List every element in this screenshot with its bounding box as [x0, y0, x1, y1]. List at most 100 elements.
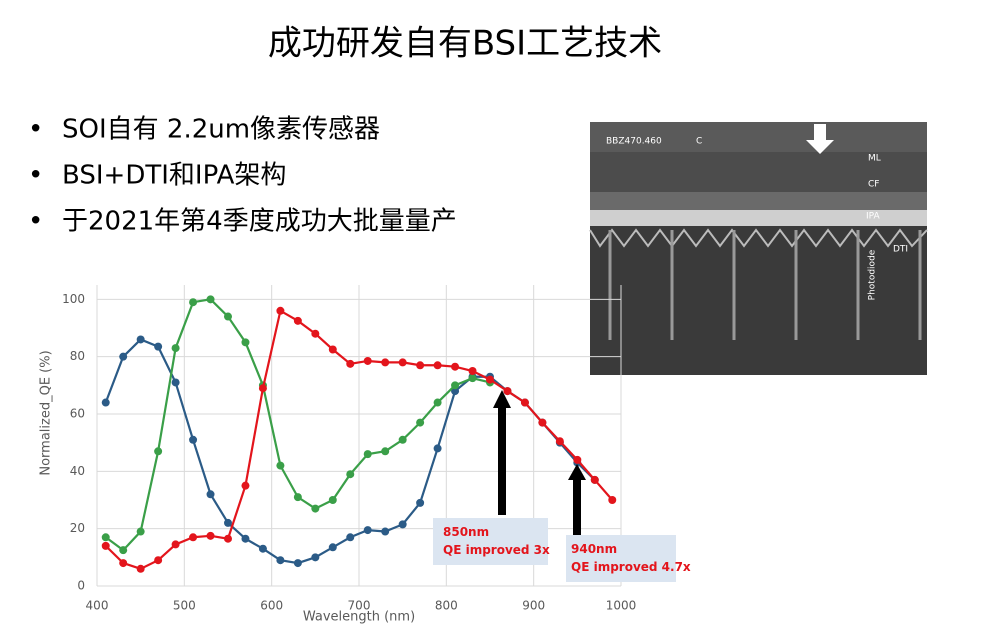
data-point: [538, 418, 547, 427]
image-label: IPA: [866, 212, 881, 222]
data-point: [416, 498, 425, 507]
data-point: [328, 496, 337, 504]
y-tick-label: 40: [70, 464, 85, 478]
y-tick-label: 0: [77, 579, 85, 593]
data-point: [433, 444, 442, 453]
y-tick-label: 20: [70, 521, 85, 535]
x-tick-label: 900: [522, 599, 545, 613]
bullet: 于2021年第4季度成功大批量量产: [62, 207, 457, 237]
data-point: [276, 556, 285, 565]
data-point: [276, 461, 285, 470]
arrow-shaft: [498, 405, 506, 515]
x-axis-label: Wavelength (nm): [303, 610, 415, 625]
data-point: [468, 367, 477, 375]
chart: 400 500 600 700 800 900 1000 0 20 40 60 80 100 Wavele…: [39, 285, 637, 625]
data-point: [189, 298, 198, 307]
data-point: [119, 559, 128, 568]
arrow-head: [568, 464, 586, 480]
data-point: [101, 533, 110, 542]
image-dti: [608, 230, 922, 340]
data-point: [189, 533, 198, 542]
image-label: Photodiode: [868, 249, 878, 300]
x-tick-label: 1000: [606, 599, 637, 613]
bullet: SOI自有 2.2um像素传感器: [62, 115, 380, 145]
x-tick-label: 800: [435, 599, 458, 613]
data-point: [381, 447, 390, 456]
data-point: [171, 378, 180, 387]
image-layer: [590, 210, 927, 226]
data-point: [590, 475, 599, 484]
data-point: [171, 540, 180, 549]
data-point: [154, 342, 163, 351]
data-point: [224, 534, 232, 543]
data-point: [154, 556, 163, 565]
data-point: [224, 518, 232, 527]
annotation-box: [566, 535, 676, 582]
data-point: [241, 338, 250, 347]
data-point: [363, 356, 372, 365]
data-point: [206, 490, 215, 499]
data-point: [119, 546, 128, 555]
data-point: [416, 418, 425, 427]
x-tick-label: 600: [260, 599, 283, 613]
data-point: [346, 533, 355, 542]
data-point: [136, 527, 145, 536]
data-point: [468, 374, 477, 383]
data-point: [363, 450, 372, 459]
data-point: [381, 358, 390, 367]
data-point: [258, 544, 267, 553]
data-point: [451, 381, 460, 390]
bullet-dot: •: [28, 207, 43, 237]
x-tick-label: 400: [86, 599, 109, 613]
series-line: [105, 298, 491, 552]
data-point: [276, 306, 285, 315]
data-point: [451, 362, 460, 371]
image-layer: [590, 122, 927, 152]
data-point: [433, 398, 442, 407]
image-label: C: [696, 137, 702, 147]
data-point: [346, 359, 355, 368]
data-point: [293, 493, 302, 502]
data-point: [416, 361, 425, 370]
arrows: [493, 390, 586, 536]
annotation-box: [433, 518, 548, 565]
data-point: [520, 398, 529, 407]
data-point: [363, 526, 372, 535]
bullet-dot: •: [28, 161, 43, 191]
image-label: CF: [868, 180, 879, 190]
data-point: [293, 559, 302, 568]
y-axis-label: Normalized_QE (%): [39, 350, 54, 475]
data-point: [328, 543, 337, 552]
data-point: [311, 553, 320, 562]
data-point: [433, 361, 442, 370]
data-point: [136, 564, 145, 573]
data-point: [328, 345, 337, 354]
arrow-head: [493, 390, 511, 408]
data-point: [608, 496, 617, 504]
data-point: [101, 541, 110, 550]
x-tick-label: 700: [348, 599, 371, 613]
arrow-shaft: [573, 478, 581, 536]
image-label: ML: [868, 154, 881, 164]
data-point: [346, 470, 355, 479]
data-point: [136, 335, 145, 344]
slide-title: 成功研发自有BSI工艺技术: [268, 24, 662, 64]
data-point: [398, 435, 407, 444]
data-point: [154, 447, 163, 456]
data-point: [503, 387, 512, 396]
bullet: BSI+DTI和IPA架构: [62, 161, 286, 191]
data-point: [119, 352, 128, 361]
data-point: [293, 316, 302, 325]
y-tick-label: 60: [70, 407, 85, 421]
y-tick-label: 80: [70, 349, 85, 363]
image-arrow: [806, 124, 834, 154]
data-point: [486, 375, 494, 384]
data-point: [241, 481, 250, 490]
data-point: [398, 358, 407, 367]
data-point: [189, 435, 198, 444]
data-point: [258, 384, 267, 393]
bullet-dot: •: [28, 115, 43, 145]
x-tick-label: 500: [173, 599, 196, 613]
bullets: • SOI自有 2.2um像素传感器 • BSI+DTI和IPA架构 • 于20…: [28, 115, 457, 237]
